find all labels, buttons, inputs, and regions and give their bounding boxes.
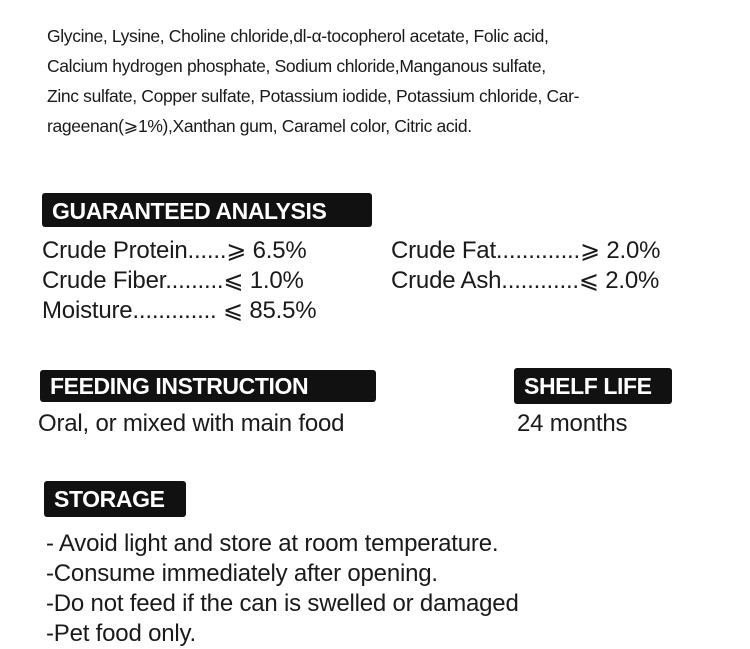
storage-heading: STORAGE: [44, 481, 186, 517]
analysis-item: Crude Fiber.........⩽ 1.0%: [42, 267, 304, 294]
analysis-item: Crude Ash............⩽ 2.0%: [391, 267, 660, 294]
analysis-item: Moisture............. ⩽ 85.5%: [42, 297, 317, 324]
ingredients-line: Glycine, Lysine, Choline chloride,dl-α-t…: [47, 26, 549, 46]
storage-item: -Consume immediately after opening.: [46, 560, 438, 587]
storage-item: -Do not feed if the can is swelled or da…: [46, 590, 519, 617]
ingredients-line: rageenan(⩾1%),Xanthan gum, Caramel color…: [47, 116, 472, 136]
storage-item: -Pet food only.: [46, 620, 196, 647]
shelf-life-text: 24 months: [517, 410, 628, 437]
feeding-instruction-heading: FEEDING INSTRUCTION: [40, 370, 376, 402]
storage-item: - Avoid light and store at room temperat…: [46, 530, 499, 557]
analysis-item: Crude Fat.............⩾ 2.0%: [391, 237, 661, 264]
shelf-life-heading: SHELF LIFE: [514, 368, 672, 404]
ingredients-line: Calcium hydrogen phosphate, Sodium chlor…: [47, 56, 546, 76]
analysis-item: Crude Protein......⩾ 6.5%: [42, 237, 307, 264]
ingredients-line: Zinc sulfate, Copper sulfate, Potassium …: [47, 86, 580, 106]
guaranteed-analysis-heading: GUARANTEED ANALYSIS: [42, 193, 372, 227]
feeding-instruction-text: Oral, or mixed with main food: [38, 410, 345, 437]
